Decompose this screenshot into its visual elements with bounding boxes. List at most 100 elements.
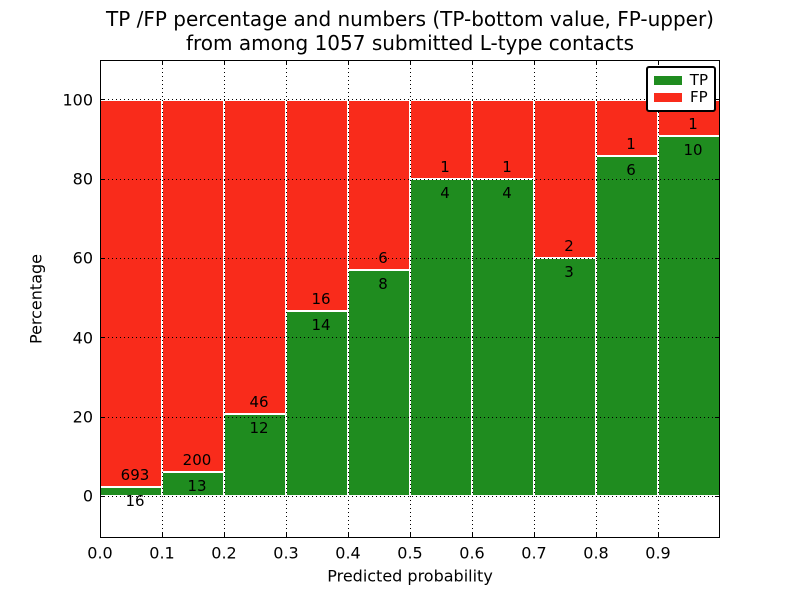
- v-gridline: [533, 60, 535, 538]
- x-tick-label: 0.3: [273, 543, 299, 563]
- fp-count-label: 1: [626, 135, 636, 154]
- fp-count-label: 200: [182, 451, 212, 470]
- x-tick-mark: [533, 60, 535, 65]
- x-tick-label: 0.1: [149, 543, 175, 563]
- bar-fp-segment: [286, 99, 348, 312]
- bar-fp-segment: [410, 99, 472, 179]
- y-tick-label: 40: [72, 328, 93, 348]
- y-axis-label: Percentage: [26, 253, 46, 345]
- tp-count-label: 6: [626, 161, 636, 180]
- y-tick-mark: [715, 99, 720, 101]
- v-gridline: [471, 60, 473, 538]
- y-tick-label: 20: [72, 407, 93, 427]
- x-tick-mark: [223, 60, 225, 65]
- tp-swatch-icon: [654, 75, 682, 85]
- x-tick-mark: [285, 60, 287, 65]
- v-gridline: [595, 60, 597, 538]
- legend-entry-fp: FP: [654, 90, 708, 105]
- tp-count-label: 10: [683, 140, 703, 159]
- x-tick-mark: [533, 533, 535, 538]
- y-tick-label: 0: [82, 486, 93, 506]
- v-gridline: [657, 60, 659, 538]
- x-tick-mark: [409, 60, 411, 65]
- x-tick-mark: [347, 533, 349, 538]
- x-tick-mark: [657, 533, 659, 538]
- fp-count-label: 16: [311, 290, 331, 309]
- y-tick-mark: [100, 495, 105, 497]
- y-tick-mark: [100, 178, 105, 180]
- chart-title-line1: TP /FP percentage and numbers (TP-bottom…: [106, 7, 714, 31]
- chart-title-line2: from among 1057 submitted L-type contact…: [185, 31, 635, 55]
- legend-label-tp: TP: [689, 70, 708, 89]
- x-tick-mark: [99, 60, 101, 65]
- x-tick-mark: [161, 60, 163, 65]
- tp-count-label: 14: [311, 316, 331, 335]
- fp-count-label: 1: [502, 158, 512, 176]
- fp-count-label: 1: [688, 114, 698, 133]
- x-tick-label: 0.8: [583, 543, 609, 563]
- v-gridline: [347, 60, 349, 538]
- legend: TP FP: [646, 66, 716, 112]
- bar-fp-segment: [224, 99, 286, 415]
- bar-fp-segment: [348, 99, 410, 270]
- bar-fp-segment: [472, 99, 534, 179]
- tp-count-label: 4: [440, 184, 450, 202]
- tp-count-label: 13: [187, 477, 207, 496]
- fp-count-label: 6: [378, 248, 388, 267]
- v-gridline: [285, 60, 287, 538]
- legend-entry-tp: TP: [654, 70, 708, 89]
- x-tick-label: 0.9: [645, 543, 671, 563]
- fp-count-label: 1: [440, 158, 450, 176]
- x-tick-mark: [657, 60, 659, 65]
- x-tick-label: 0.7: [521, 543, 547, 563]
- v-gridline: [223, 60, 225, 538]
- fp-count-label: 46: [249, 393, 269, 412]
- y-tick-mark: [715, 178, 720, 180]
- bar-fp-segment: [162, 99, 224, 473]
- y-tick-mark: [715, 495, 720, 497]
- x-tick-mark: [471, 533, 473, 538]
- x-tick-label: 0.6: [459, 543, 485, 563]
- y-tick-mark: [715, 257, 720, 259]
- bar-tp-segment: [348, 269, 410, 497]
- y-tick-mark: [100, 337, 105, 339]
- y-tick-mark: [715, 416, 720, 418]
- y-tick-label: 60: [72, 248, 93, 268]
- tp-count-label: 8: [378, 274, 388, 293]
- fp-count-label: 2: [564, 237, 574, 256]
- x-tick-mark: [471, 60, 473, 65]
- tp-count-label: 3: [564, 263, 574, 282]
- bar-fp-segment: [100, 99, 162, 488]
- bar-tp-segment: [162, 472, 224, 497]
- x-tick-mark: [595, 533, 597, 538]
- x-tick-mark: [223, 533, 225, 538]
- x-tick-mark: [161, 533, 163, 538]
- tp-count-label: 12: [249, 419, 269, 438]
- x-tick-mark: [595, 60, 597, 65]
- x-tick-mark: [347, 60, 349, 65]
- bar-tp-segment: [658, 135, 720, 497]
- fp-swatch-icon: [654, 93, 682, 103]
- y-tick-mark: [100, 416, 105, 418]
- fp-count-label: 693: [120, 466, 150, 485]
- tp-count-label: 4: [502, 184, 512, 202]
- x-tick-label: 0.4: [335, 543, 361, 563]
- x-tick-mark: [99, 533, 101, 538]
- x-axis-label: Predicted probability: [327, 566, 493, 586]
- bar-tp-segment: [286, 311, 348, 497]
- tp-count-label: 16: [125, 492, 145, 511]
- y-tick-mark: [100, 257, 105, 259]
- x-tick-mark: [409, 533, 411, 538]
- y-tick-mark: [715, 337, 720, 339]
- chart-title: TP /FP percentage and numbers (TP-bottom…: [100, 7, 720, 55]
- legend-label-fp: FP: [690, 88, 708, 107]
- v-gridline: [161, 60, 163, 538]
- x-tick-label: 0.2: [211, 543, 237, 563]
- bar-tp-segment: [534, 258, 596, 497]
- bar-tp-segment: [596, 156, 658, 497]
- x-tick-label: 0.0: [87, 543, 113, 563]
- v-gridline: [409, 60, 411, 538]
- y-tick-label: 100: [62, 90, 93, 110]
- plot-area: 693 16 200 13 46 12 16 14 6 8 1 4 1 4 2 3 1 6 1 10: [99, 60, 720, 538]
